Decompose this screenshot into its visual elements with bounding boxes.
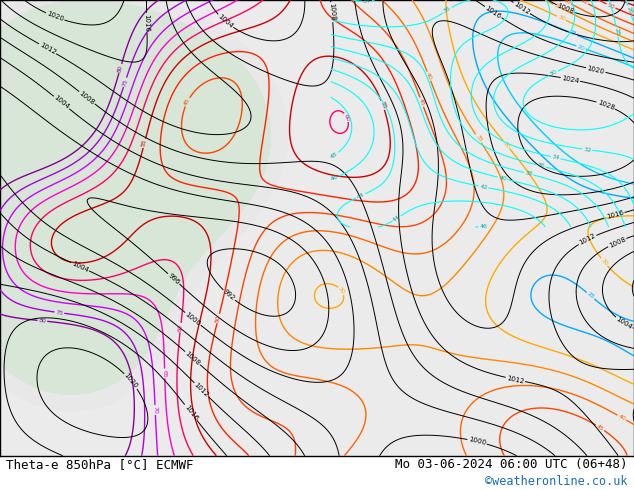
Text: Mo 03-06-2024 06:00 UTC (06+48): Mo 03-06-2024 06:00 UTC (06+48) — [395, 458, 628, 471]
Text: 1016: 1016 — [143, 14, 150, 32]
Text: 26: 26 — [626, 6, 633, 15]
Text: 1012: 1012 — [512, 1, 531, 16]
Text: 996: 996 — [167, 272, 181, 286]
Text: 75: 75 — [122, 78, 129, 87]
Text: 80: 80 — [117, 64, 124, 73]
Text: 46: 46 — [330, 174, 339, 182]
Text: 60: 60 — [178, 323, 183, 332]
Text: 1008: 1008 — [608, 236, 626, 249]
Text: 1012: 1012 — [38, 42, 57, 56]
Text: 1012: 1012 — [578, 233, 597, 246]
Text: 1020: 1020 — [586, 65, 605, 75]
Text: 20: 20 — [576, 44, 586, 51]
Text: 38: 38 — [524, 171, 533, 177]
Text: 25: 25 — [586, 291, 595, 300]
Text: 992: 992 — [222, 289, 236, 302]
Text: 1004: 1004 — [217, 13, 234, 29]
Text: ©weatheronline.co.uk: ©weatheronline.co.uk — [485, 474, 628, 488]
Text: 1004: 1004 — [71, 260, 89, 273]
Text: 1008: 1008 — [184, 350, 202, 367]
Text: 65: 65 — [162, 369, 167, 377]
Text: 1012: 1012 — [506, 375, 525, 384]
Text: 1004: 1004 — [615, 316, 633, 330]
Text: 40: 40 — [617, 414, 626, 422]
Text: 36: 36 — [536, 162, 545, 169]
Text: 1008: 1008 — [556, 3, 575, 15]
Text: 1024: 1024 — [561, 74, 579, 84]
Text: 55: 55 — [619, 0, 628, 5]
Text: 55: 55 — [379, 100, 387, 110]
Text: 1008: 1008 — [78, 90, 96, 106]
Text: 40: 40 — [562, 0, 571, 5]
Text: 35: 35 — [474, 134, 482, 144]
Text: 46: 46 — [479, 224, 488, 229]
Text: 1016: 1016 — [183, 404, 198, 421]
Text: 44: 44 — [356, 192, 365, 200]
Text: 1020: 1020 — [123, 372, 139, 390]
Text: 28: 28 — [614, 28, 620, 36]
Text: 45: 45 — [579, 0, 588, 5]
Text: 60: 60 — [343, 113, 351, 122]
Text: 55: 55 — [141, 139, 148, 147]
Text: 1028: 1028 — [597, 99, 615, 111]
Text: 1012: 1012 — [193, 381, 210, 398]
Text: 25: 25 — [568, 30, 578, 37]
Text: 1004: 1004 — [53, 95, 70, 110]
Text: 48: 48 — [330, 151, 339, 160]
Text: 70: 70 — [153, 406, 158, 414]
Text: 34: 34 — [551, 154, 560, 161]
Text: 1016: 1016 — [484, 5, 502, 20]
Text: 45: 45 — [418, 98, 425, 107]
Text: 80: 80 — [38, 318, 46, 324]
Text: 1016: 1016 — [605, 210, 624, 220]
Text: 42: 42 — [479, 184, 488, 190]
Text: 35: 35 — [553, 2, 562, 10]
Text: 45: 45 — [595, 423, 605, 432]
Text: 1008: 1008 — [328, 3, 336, 22]
Text: 32: 32 — [583, 147, 592, 152]
Text: 1000: 1000 — [184, 311, 202, 327]
Text: 30: 30 — [557, 14, 566, 22]
Text: 30: 30 — [337, 286, 346, 295]
Text: 34: 34 — [363, 0, 371, 4]
Text: 36: 36 — [443, 6, 452, 14]
Text: 40: 40 — [425, 72, 432, 81]
Text: 1000: 1000 — [468, 437, 486, 446]
Text: 50: 50 — [606, 2, 616, 10]
Text: 45: 45 — [183, 98, 191, 107]
Text: 30: 30 — [600, 258, 609, 267]
Text: 40: 40 — [498, 175, 507, 182]
Text: 30: 30 — [502, 140, 511, 149]
Text: 1020: 1020 — [46, 11, 65, 23]
Text: 30: 30 — [549, 70, 558, 77]
Text: Theta-e 850hPa [°C] ECMWF: Theta-e 850hPa [°C] ECMWF — [6, 458, 194, 471]
Text: 44: 44 — [392, 215, 401, 223]
Text: 75: 75 — [55, 310, 63, 316]
Text: 50: 50 — [215, 314, 222, 323]
